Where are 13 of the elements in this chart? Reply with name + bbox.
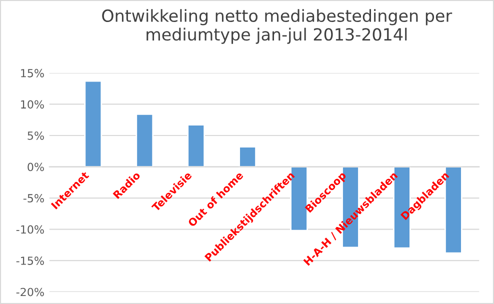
y-tick-label: 5% [28,131,44,140]
bar [136,114,154,168]
chart-title: Ontwikkeling netto mediabestedingen per mediumtype jan-jul 2013-2014l [102,9,452,44]
bar [187,124,206,168]
y-tick-label: 0% [28,162,44,172]
y-tick-label: 10% [21,100,44,109]
y-tick-label: -10% [16,225,44,234]
bar [238,146,256,168]
y-tick-label: -15% [16,256,44,265]
bar [84,80,102,168]
y-tick-label: -5% [23,194,44,202]
y-tick-label: -20% [16,288,44,296]
y-tick-label: 15% [21,68,44,78]
